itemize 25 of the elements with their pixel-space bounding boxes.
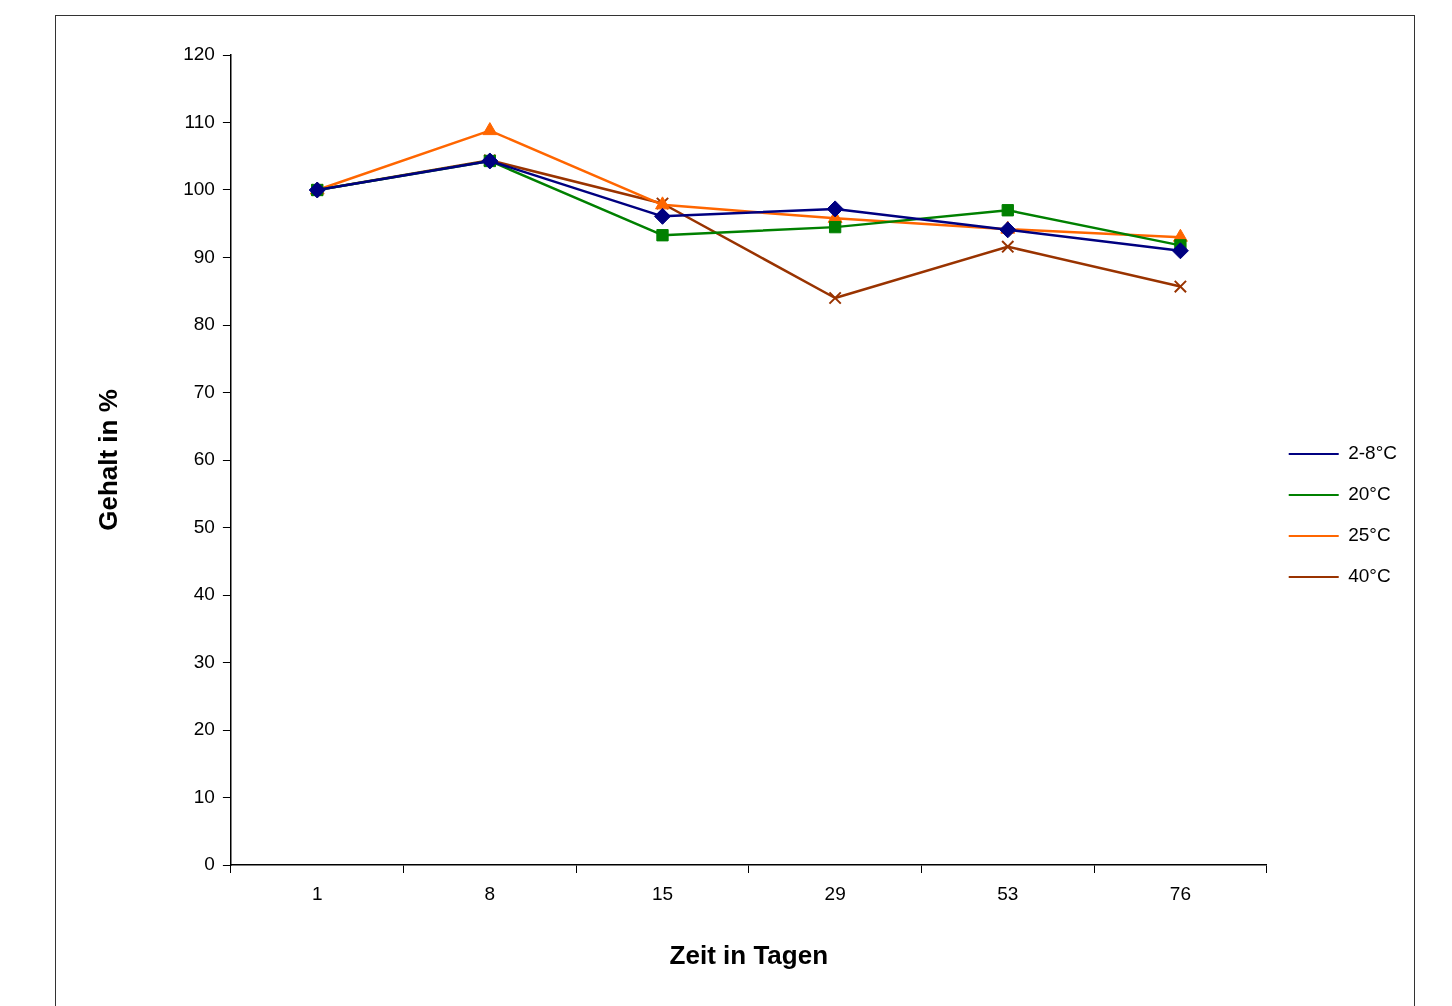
x-tick-label: 53 <box>997 882 1019 904</box>
x-tick-label: 1 <box>311 882 323 904</box>
y-tick-label: 80 <box>193 313 215 335</box>
y-tick-label: 110 <box>184 110 215 132</box>
x-tick-label: 76 <box>1169 882 1191 904</box>
x-tick-label: 8 <box>484 882 496 904</box>
legend-label: 25°C <box>1348 524 1391 546</box>
y-tick-label: 40 <box>193 583 215 605</box>
y-tick-label: 20 <box>193 718 215 740</box>
y-tick-label: 120 <box>183 43 215 65</box>
y-tick-label: 0 <box>204 853 215 875</box>
y-tick-label: 100 <box>183 178 215 200</box>
x-tick-label: 29 <box>824 882 846 904</box>
legend-label: 40°C <box>1348 565 1391 587</box>
y-tick-label: 60 <box>193 448 215 470</box>
legend-label: 2-8°C <box>1348 442 1397 464</box>
y-tick-label: 70 <box>193 380 215 402</box>
y-tick-label: 90 <box>193 245 215 267</box>
y-axis-title: Gehalt in % <box>92 389 123 531</box>
x-tick-label: 15 <box>651 882 674 904</box>
y-tick-label: 30 <box>193 650 215 672</box>
legend-label: 20°C <box>1348 483 1391 505</box>
y-tick-label: 50 <box>193 515 215 537</box>
x-axis-title: Zeit in Tagen <box>669 939 829 970</box>
y-tick-label: 10 <box>193 785 215 807</box>
